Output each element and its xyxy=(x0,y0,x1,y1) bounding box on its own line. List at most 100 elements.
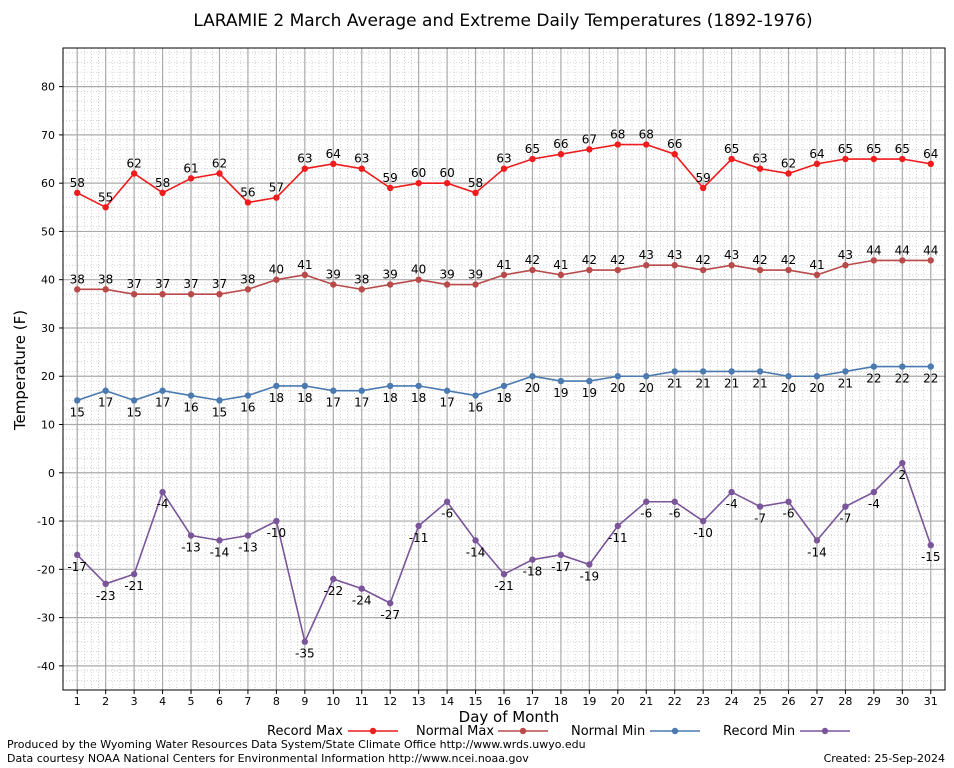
data-point-record-max xyxy=(216,170,223,177)
data-point-record-max xyxy=(529,155,536,163)
x-tick-label: 8 xyxy=(273,695,280,708)
data-point-normal-max xyxy=(130,290,138,298)
data-point-normal-min xyxy=(728,368,735,375)
x-tick-label: 14 xyxy=(440,695,454,708)
legend: Record Max Normal Max Normal Min Record Min xyxy=(267,724,850,739)
data-label-normal-max: 41 xyxy=(496,258,511,272)
data-point-record-min xyxy=(187,532,195,539)
data-label-record-max: 64 xyxy=(923,147,938,161)
data-label-normal-min: 15 xyxy=(126,405,141,419)
data-point-normal-max xyxy=(273,276,280,283)
data-label-record-max: 65 xyxy=(866,142,881,156)
data-label-record-min: -6 xyxy=(669,507,681,521)
data-point-normal-max xyxy=(415,276,422,283)
data-label-record-max: 57 xyxy=(269,181,284,195)
data-label-record-min: -10 xyxy=(267,526,287,540)
data-point-normal-max xyxy=(330,281,337,288)
data-point-record-min xyxy=(102,580,109,588)
data-label-normal-max: 44 xyxy=(923,243,938,257)
x-tick-label: 12 xyxy=(383,695,397,708)
x-tick-label: 5 xyxy=(188,695,195,708)
data-point-normal-min xyxy=(614,373,622,380)
data-point-record-min xyxy=(643,498,650,505)
y-tick-label: -40 xyxy=(37,660,55,673)
data-label-record-max: 59 xyxy=(696,171,711,185)
data-label-normal-max: 41 xyxy=(809,258,824,272)
data-point-normal-min xyxy=(529,373,536,380)
data-point-record-min xyxy=(813,537,821,544)
data-label-record-min: -6 xyxy=(783,507,795,521)
x-tick-label: 21 xyxy=(639,695,653,708)
data-point-record-min xyxy=(443,498,451,505)
x-tick-label: 7 xyxy=(244,695,251,708)
data-label-normal-min: 20 xyxy=(639,381,654,395)
data-point-normal-max xyxy=(785,266,792,274)
legend-marker-normal-min xyxy=(671,727,679,735)
x-tick-label: 20 xyxy=(611,695,625,708)
data-point-normal-min xyxy=(472,392,479,399)
data-point-record-min xyxy=(529,556,536,563)
data-label-record-max: 68 xyxy=(639,128,654,142)
x-tick-label: 2 xyxy=(102,695,109,708)
x-tick-label: 10 xyxy=(326,695,340,708)
data-label-normal-min: 21 xyxy=(696,376,711,390)
data-label-normal-min: 21 xyxy=(752,376,767,390)
data-point-normal-max xyxy=(870,257,878,264)
data-point-record-min xyxy=(671,498,678,505)
data-label-normal-max: 38 xyxy=(70,272,85,286)
y-tick-label: 0 xyxy=(48,467,55,480)
data-point-record-min xyxy=(500,570,508,578)
data-label-normal-min: 17 xyxy=(439,396,454,410)
data-label-normal-min: 16 xyxy=(240,401,255,415)
x-axis-title: Day of Month xyxy=(459,708,560,726)
data-point-record-max xyxy=(671,150,678,158)
data-label-normal-max: 44 xyxy=(895,243,910,257)
data-point-record-max xyxy=(614,141,622,148)
data-point-record-max xyxy=(386,184,394,192)
data-point-record-max xyxy=(330,160,337,168)
data-point-normal-min xyxy=(130,397,138,404)
data-label-record-max: 62 xyxy=(126,157,141,171)
data-point-record-max xyxy=(273,194,280,201)
x-tick-label: 16 xyxy=(497,695,511,708)
chart-title: LARAMIE 2 March Average and Extreme Dail… xyxy=(193,11,812,31)
x-tick-label: 19 xyxy=(582,695,596,708)
data-label-record-max: 61 xyxy=(183,161,198,175)
data-label-record-min: -6 xyxy=(640,507,652,521)
data-point-record-max xyxy=(586,146,593,153)
data-point-normal-max xyxy=(643,262,650,269)
legend-item-normal-max: Normal Max xyxy=(416,724,548,739)
data-point-record-min xyxy=(614,522,622,530)
data-label-record-min: -7 xyxy=(839,512,851,526)
series-normal-min: 15 17 15 17 16 15 16 18 18 17 17 18 18 17 16 18 20 19 19 20… xyxy=(70,363,938,419)
data-point-normal-min xyxy=(187,392,195,399)
data-label-normal-min: 22 xyxy=(866,372,881,386)
data-label-normal-max: 40 xyxy=(411,263,426,277)
y-tick-label: 40 xyxy=(41,274,55,287)
legend-item-record-max: Record Max xyxy=(267,724,398,739)
data-point-normal-max xyxy=(159,290,166,298)
data-point-normal-max xyxy=(899,257,906,264)
data-label-normal-max: 42 xyxy=(582,253,597,267)
x-tick-label: 23 xyxy=(696,695,710,708)
data-point-normal-max xyxy=(699,266,707,274)
y-tick-label: -10 xyxy=(37,515,55,528)
footer-credit-line2: Data courtesy NOAA National Centers for … xyxy=(7,752,529,765)
data-label-record-max: 60 xyxy=(439,166,454,180)
data-point-normal-max xyxy=(529,266,536,274)
x-ticks: 1 2 3 4 5 6 7 8 9 10 11 12 13 14 15 16 17 18 19 20 21 22 23 24 2… xyxy=(74,690,938,708)
data-point-record-max xyxy=(472,189,479,197)
data-point-normal-max xyxy=(301,271,309,279)
data-label-record-min: -15 xyxy=(921,550,941,564)
data-label-normal-min: 20 xyxy=(610,381,625,395)
data-point-record-max xyxy=(415,179,422,187)
data-point-normal-min xyxy=(443,387,451,394)
x-tick-label: 6 xyxy=(216,695,223,708)
data-label-record-min: -14 xyxy=(210,545,230,559)
data-point-normal-min xyxy=(102,387,109,394)
data-label-normal-max: 44 xyxy=(866,243,881,257)
legend-item-record-min: Record Min xyxy=(723,724,850,739)
data-point-record-min xyxy=(927,541,934,549)
